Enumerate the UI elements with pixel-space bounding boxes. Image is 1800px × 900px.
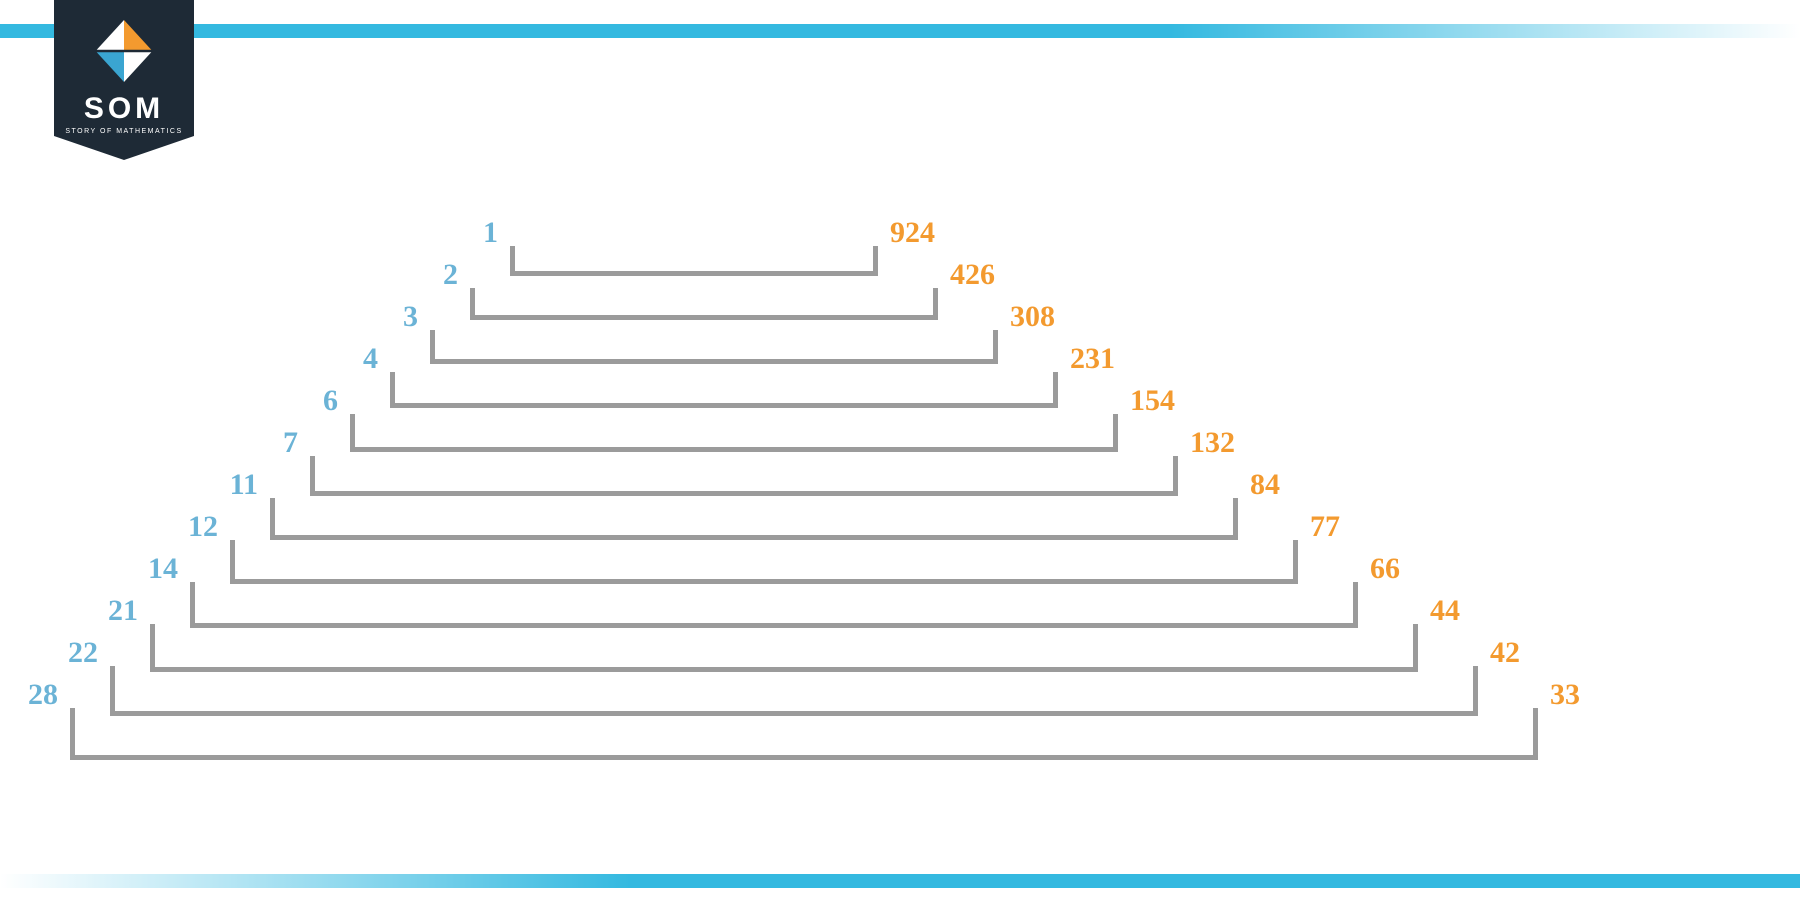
pair-left: 3	[358, 300, 418, 334]
pair-left: 11	[198, 468, 258, 502]
pair-right: 77	[1310, 510, 1340, 544]
pair-right: 84	[1250, 468, 1280, 502]
pair-left: 1	[438, 216, 498, 250]
pair-left: 2	[398, 258, 458, 292]
pair-right: 132	[1190, 426, 1235, 460]
pair-right: 42	[1490, 636, 1520, 670]
pair-right: 308	[1010, 300, 1055, 334]
pair-bracket	[230, 540, 1298, 584]
pair-left: 7	[238, 426, 298, 460]
pair-bracket	[190, 582, 1358, 628]
pair-left: 21	[78, 594, 138, 628]
pair-left: 4	[318, 342, 378, 376]
pair-left: 22	[38, 636, 98, 670]
pair-bracket	[350, 414, 1118, 452]
pair-right: 924	[890, 216, 935, 250]
pair-bracket	[150, 624, 1418, 672]
pair-right: 66	[1370, 552, 1400, 586]
pair-right: 154	[1130, 384, 1175, 418]
pair-left: 28	[0, 678, 58, 712]
pair-right: 231	[1070, 342, 1115, 376]
pair-bracket	[470, 288, 938, 320]
factor-pair-diagram: 1 924 2 426 3 308 4 231 6 154 7 132 11 84 12 77 14 66 21 44…	[0, 0, 1800, 900]
pair-left: 12	[158, 510, 218, 544]
pair-bracket	[310, 456, 1178, 496]
pair-bracket	[270, 498, 1238, 540]
pair-bracket	[430, 330, 998, 364]
pair-left: 14	[118, 552, 178, 586]
pair-right: 426	[950, 258, 995, 292]
pair-bracket	[510, 246, 878, 276]
pair-bracket	[390, 372, 1058, 408]
pair-right: 33	[1550, 678, 1580, 712]
pair-bracket	[70, 708, 1538, 760]
pair-right: 44	[1430, 594, 1460, 628]
pair-left: 6	[278, 384, 338, 418]
